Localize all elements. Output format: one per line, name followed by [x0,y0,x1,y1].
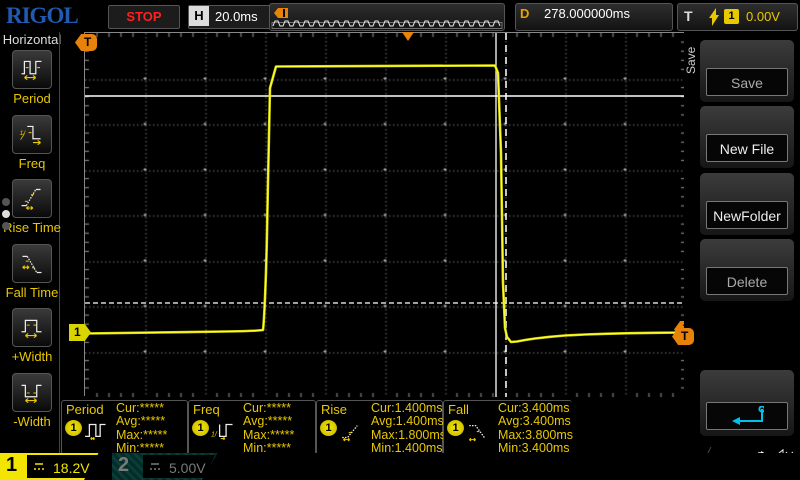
svg-text:1/: 1/ [211,431,218,438]
